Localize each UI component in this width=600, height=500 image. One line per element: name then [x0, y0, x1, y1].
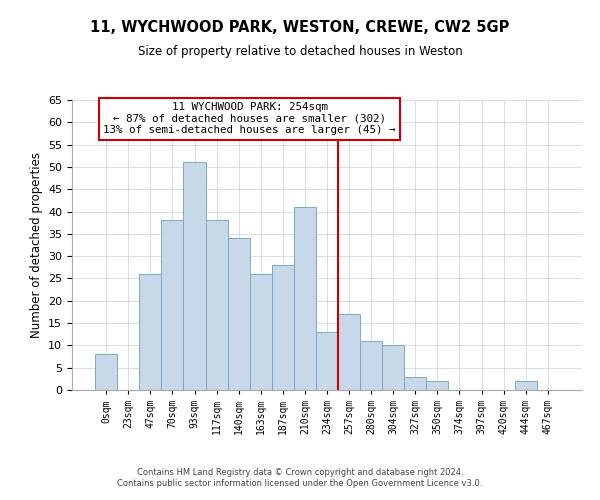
Text: Contains HM Land Registry data © Crown copyright and database right 2024.
Contai: Contains HM Land Registry data © Crown c…	[118, 468, 482, 487]
Bar	[161, 220, 184, 390]
Bar	[515, 381, 537, 390]
Bar	[316, 332, 338, 390]
Bar	[206, 220, 227, 390]
Text: Size of property relative to detached houses in Weston: Size of property relative to detached ho…	[137, 45, 463, 58]
Bar	[95, 354, 117, 390]
Bar	[227, 238, 250, 390]
Bar	[184, 162, 206, 390]
Bar	[139, 274, 161, 390]
Bar	[338, 314, 360, 390]
Text: 11, WYCHWOOD PARK, WESTON, CREWE, CW2 5GP: 11, WYCHWOOD PARK, WESTON, CREWE, CW2 5G…	[91, 20, 509, 35]
Bar	[272, 265, 294, 390]
Bar	[294, 207, 316, 390]
Bar	[250, 274, 272, 390]
Bar	[360, 341, 382, 390]
Text: 11 WYCHWOOD PARK: 254sqm
← 87% of detached houses are smaller (302)
13% of semi-: 11 WYCHWOOD PARK: 254sqm ← 87% of detach…	[103, 102, 396, 136]
Y-axis label: Number of detached properties: Number of detached properties	[29, 152, 43, 338]
Bar	[404, 376, 427, 390]
Bar	[382, 346, 404, 390]
Bar	[427, 381, 448, 390]
